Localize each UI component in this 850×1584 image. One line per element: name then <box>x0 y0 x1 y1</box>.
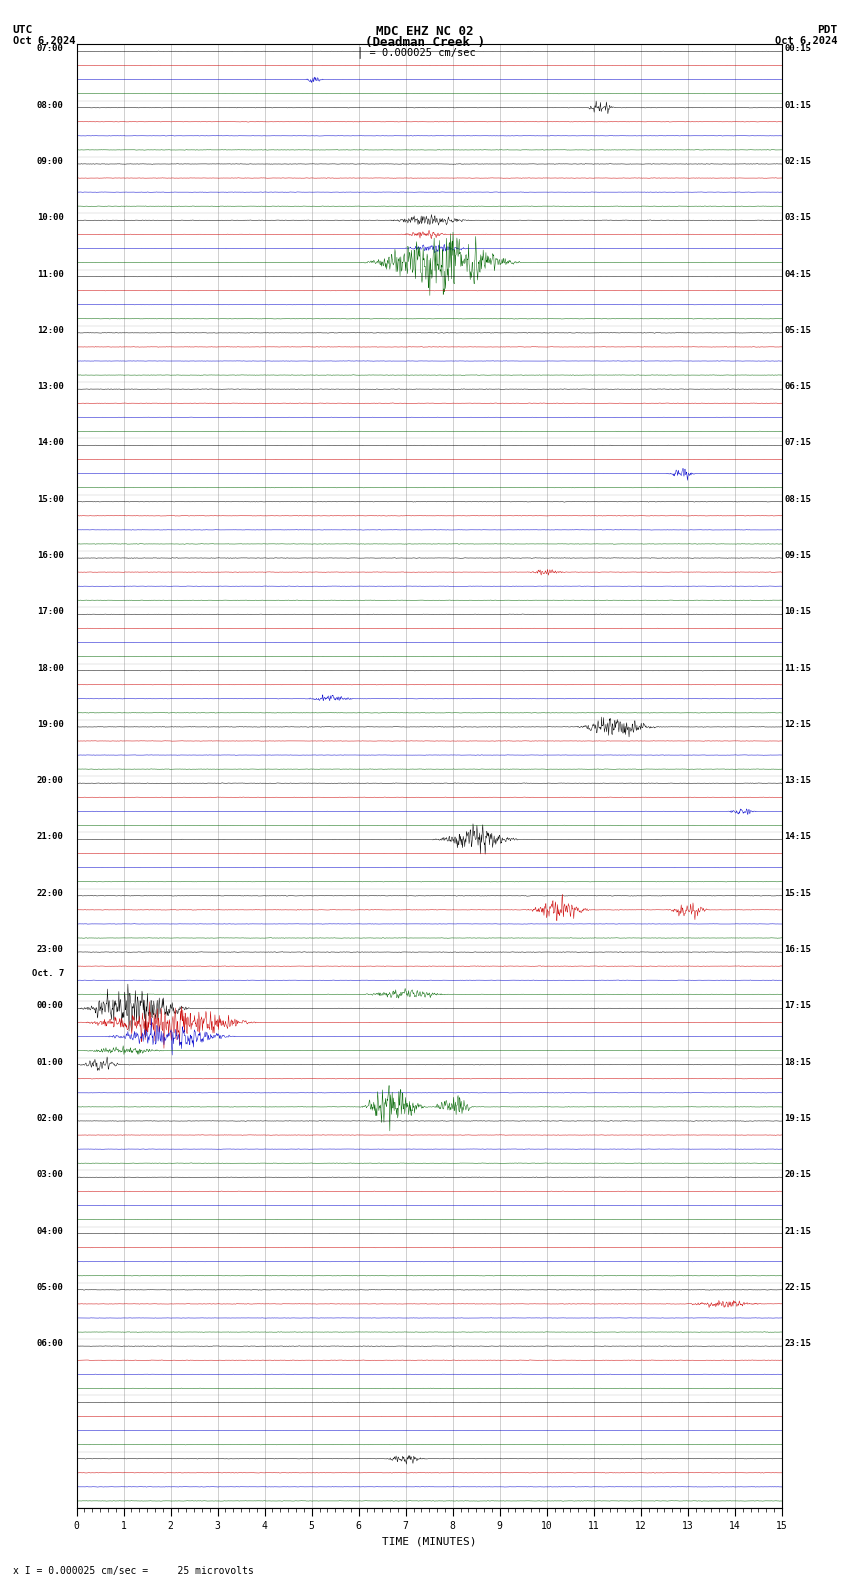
Text: PDT: PDT <box>817 25 837 35</box>
Text: 10:15: 10:15 <box>784 607 811 616</box>
Text: 05:00: 05:00 <box>37 1283 64 1293</box>
Text: 15:15: 15:15 <box>784 889 811 898</box>
Text: 05:15: 05:15 <box>784 326 811 334</box>
Text: 17:00: 17:00 <box>37 607 64 616</box>
Text: 21:00: 21:00 <box>37 833 64 841</box>
Text: 00:00: 00:00 <box>37 1001 64 1011</box>
Text: 14:00: 14:00 <box>37 439 64 447</box>
Text: 22:15: 22:15 <box>784 1283 811 1293</box>
Text: 10:00: 10:00 <box>37 214 64 222</box>
Text: 02:00: 02:00 <box>37 1114 64 1123</box>
Text: 16:15: 16:15 <box>784 946 811 954</box>
Text: 22:00: 22:00 <box>37 889 64 898</box>
Text: Oct 6,2024: Oct 6,2024 <box>774 36 837 46</box>
X-axis label: TIME (MINUTES): TIME (MINUTES) <box>382 1536 477 1546</box>
Text: 17:15: 17:15 <box>784 1001 811 1011</box>
Text: 12:00: 12:00 <box>37 326 64 334</box>
Text: 13:15: 13:15 <box>784 776 811 786</box>
Text: 02:15: 02:15 <box>784 157 811 166</box>
Text: 18:00: 18:00 <box>37 664 64 673</box>
Text: x I = 0.000025 cm/sec =     25 microvolts: x I = 0.000025 cm/sec = 25 microvolts <box>13 1567 253 1576</box>
Text: 07:15: 07:15 <box>784 439 811 447</box>
Text: 08:00: 08:00 <box>37 101 64 109</box>
Text: (Deadman Creek ): (Deadman Creek ) <box>365 36 485 49</box>
Text: 06:00: 06:00 <box>37 1338 64 1348</box>
Text: 20:15: 20:15 <box>784 1171 811 1178</box>
Text: 04:00: 04:00 <box>37 1226 64 1236</box>
Text: 11:15: 11:15 <box>784 664 811 673</box>
Text: 03:15: 03:15 <box>784 214 811 222</box>
Text: 11:00: 11:00 <box>37 269 64 279</box>
Text: 06:15: 06:15 <box>784 382 811 391</box>
Text: 04:15: 04:15 <box>784 269 811 279</box>
Text: 14:15: 14:15 <box>784 833 811 841</box>
Text: Oct 6,2024: Oct 6,2024 <box>13 36 76 46</box>
Text: 08:15: 08:15 <box>784 494 811 504</box>
Text: 01:15: 01:15 <box>784 101 811 109</box>
Text: 20:00: 20:00 <box>37 776 64 786</box>
Text: MDC EHZ NC 02: MDC EHZ NC 02 <box>377 25 473 38</box>
Text: 18:15: 18:15 <box>784 1058 811 1066</box>
Text: 00:15: 00:15 <box>784 44 811 54</box>
Text: │ = 0.000025 cm/sec: │ = 0.000025 cm/sec <box>357 46 476 57</box>
Text: 23:15: 23:15 <box>784 1338 811 1348</box>
Text: 13:00: 13:00 <box>37 382 64 391</box>
Text: 19:00: 19:00 <box>37 719 64 729</box>
Text: 16:00: 16:00 <box>37 551 64 561</box>
Text: Oct. 7: Oct. 7 <box>31 969 64 977</box>
Text: UTC: UTC <box>13 25 33 35</box>
Text: 21:15: 21:15 <box>784 1226 811 1236</box>
Text: 19:15: 19:15 <box>784 1114 811 1123</box>
Text: 23:00: 23:00 <box>37 946 64 954</box>
Text: 09:00: 09:00 <box>37 157 64 166</box>
Text: 12:15: 12:15 <box>784 719 811 729</box>
Text: 03:00: 03:00 <box>37 1171 64 1178</box>
Text: 07:00: 07:00 <box>37 44 64 54</box>
Text: 15:00: 15:00 <box>37 494 64 504</box>
Text: 09:15: 09:15 <box>784 551 811 561</box>
Text: 01:00: 01:00 <box>37 1058 64 1066</box>
